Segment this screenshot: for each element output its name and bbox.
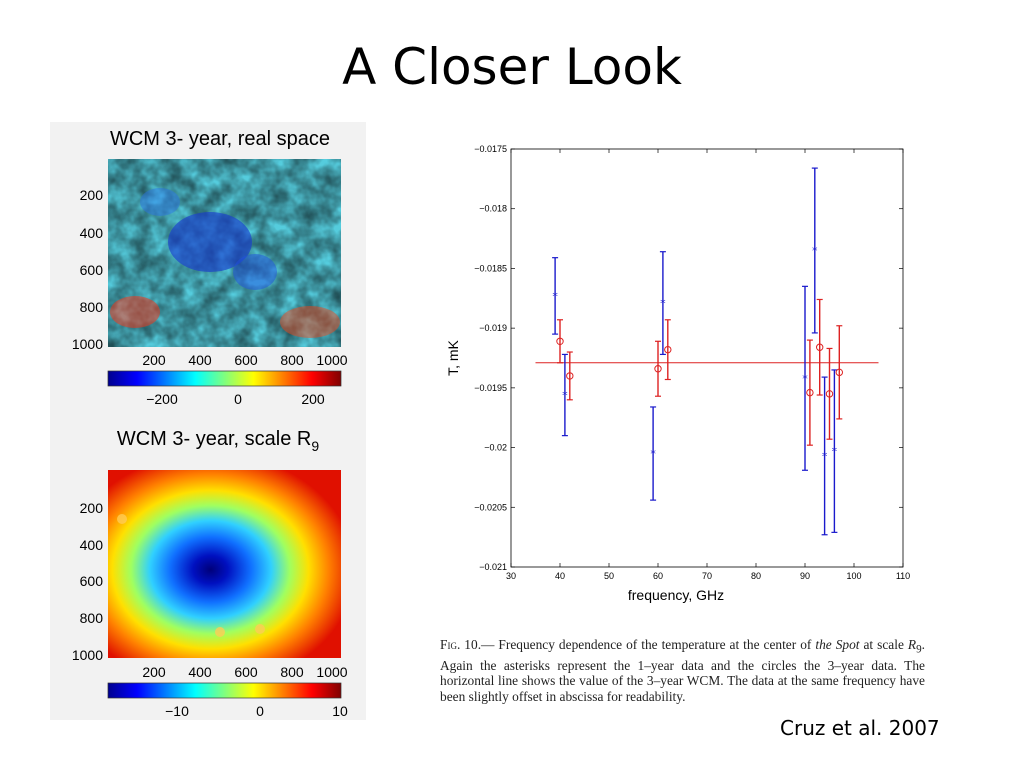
x-axis-label: frequency, GHz <box>628 587 724 603</box>
bottom-map-y-tick: 800 <box>80 610 104 626</box>
bottom-map-title: WCM 3- year, scale R9 <box>117 428 319 454</box>
y-tick-label: −0.019 <box>479 323 507 333</box>
data-point-asterisk: * <box>562 389 568 402</box>
caption-spot: the Spot <box>815 637 860 652</box>
x-tick-label: 70 <box>702 571 712 581</box>
bottom-colorbar-tick: 10 <box>332 703 348 719</box>
figure-caption: Fig. 10.— Frequency dependence of the te… <box>440 637 925 704</box>
data-point-circle <box>816 343 824 351</box>
top-map-x-tick: 1000 <box>316 352 347 368</box>
maps-svg: WCM 3- year, real space 200 400 600 800 … <box>72 128 348 719</box>
y-tick-label: −0.0185 <box>474 263 507 273</box>
y-tick-label: −0.018 <box>479 204 507 214</box>
data-point-circle <box>806 388 814 397</box>
top-map-y-tick: 400 <box>80 225 104 241</box>
data-point-asterisk: * <box>660 297 666 310</box>
bottom-map-x-tick: 400 <box>188 664 212 680</box>
y-tick-label: −0.0175 <box>474 144 507 154</box>
x-tick-label: 90 <box>800 571 810 581</box>
bottom-map-x-tick: 800 <box>280 664 304 680</box>
frequency-chart-svg: 30 40 50 60 70 80 90 100 110 −0.0175 −0.018 −0.0185… <box>445 144 910 603</box>
data-point-circle <box>566 372 574 380</box>
data-point-asterisk: * <box>552 290 558 303</box>
top-map-y-tick: 200 <box>80 187 104 203</box>
top-map-x-tick: 200 <box>142 352 166 368</box>
top-map-x-tick: 800 <box>280 352 304 368</box>
top-colorbar-tick: 0 <box>234 391 242 407</box>
y-axis-label: T, mK <box>445 339 461 375</box>
caption-text: at scale <box>859 637 908 652</box>
y-tick-label: −0.02 <box>484 443 507 453</box>
x-tick-label: 80 <box>751 571 761 581</box>
bottom-map-x-tick: 600 <box>234 664 258 680</box>
data-point-circle <box>664 345 672 354</box>
x-tick-label: 30 <box>506 571 516 581</box>
bottom-colorbar <box>107 682 342 699</box>
y-tick-label: −0.021 <box>479 562 507 572</box>
bottom-map-y-tick: 400 <box>80 537 104 553</box>
data-point-asterisk: * <box>802 372 808 385</box>
top-colorbar <box>107 370 342 387</box>
bottom-map-y-tick: 200 <box>80 500 104 516</box>
top-colorbar-tick: −200 <box>146 391 178 407</box>
bottom-map-x-tick: 200 <box>142 664 166 680</box>
caption-text: . Again the asterisks represent the 1–ye… <box>440 637 926 704</box>
bottom-map-y-tick: 1000 <box>72 647 103 663</box>
bottom-map-x-tick: 1000 <box>316 664 347 680</box>
data-point-circle <box>835 368 843 377</box>
data-point-asterisk: * <box>832 445 838 458</box>
frequency-chart: 30 40 50 60 70 80 90 100 110 −0.0175 −0.018 −0.0185… <box>428 140 918 610</box>
slide-title: A Closer Look <box>342 38 682 96</box>
x-tick-label: 100 <box>846 571 861 581</box>
caption-fig-number: 10.— <box>464 637 495 652</box>
top-map-y-tick: 800 <box>80 299 104 315</box>
caption-scale-sub: 9 <box>916 643 922 656</box>
data-point-asterisk: * <box>812 245 818 258</box>
x-tick-label: 50 <box>604 571 614 581</box>
top-colorbar-tick: 200 <box>301 391 325 407</box>
data-point-asterisk: * <box>822 450 828 463</box>
x-tick-label: 110 <box>896 571 910 581</box>
data-point-circle <box>556 337 564 345</box>
citation-credit: Cruz et al. 2007 <box>780 716 940 740</box>
top-map-image <box>108 159 341 347</box>
top-map-x-tick: 600 <box>234 352 258 368</box>
x-tick-label: 40 <box>555 571 565 581</box>
bottom-map-y-tick: 600 <box>80 573 104 589</box>
bottom-colorbar-tick: −10 <box>165 703 189 719</box>
data-point-asterisk: * <box>650 448 656 461</box>
data-point-circle <box>825 390 834 398</box>
maps-panel: WCM 3- year, real space 200 400 600 800 … <box>50 122 366 720</box>
y-tick-label: −0.0195 <box>474 383 507 393</box>
data-point-circle <box>654 365 662 373</box>
y-tick-label: −0.0205 <box>474 502 507 512</box>
top-map-y-tick: 600 <box>80 262 104 278</box>
caption-text: Frequency dependence of the temperature … <box>494 637 816 652</box>
top-map-x-tick: 400 <box>188 352 212 368</box>
bottom-map-image <box>108 470 341 658</box>
caption-scale: R <box>907 637 917 652</box>
caption-fig-label: Fig. <box>440 637 461 652</box>
top-map-y-tick: 1000 <box>72 336 103 352</box>
bottom-colorbar-tick: 0 <box>256 703 264 719</box>
x-tick-label: 60 <box>653 571 663 581</box>
top-map-title: WCM 3- year, real space <box>110 128 330 150</box>
